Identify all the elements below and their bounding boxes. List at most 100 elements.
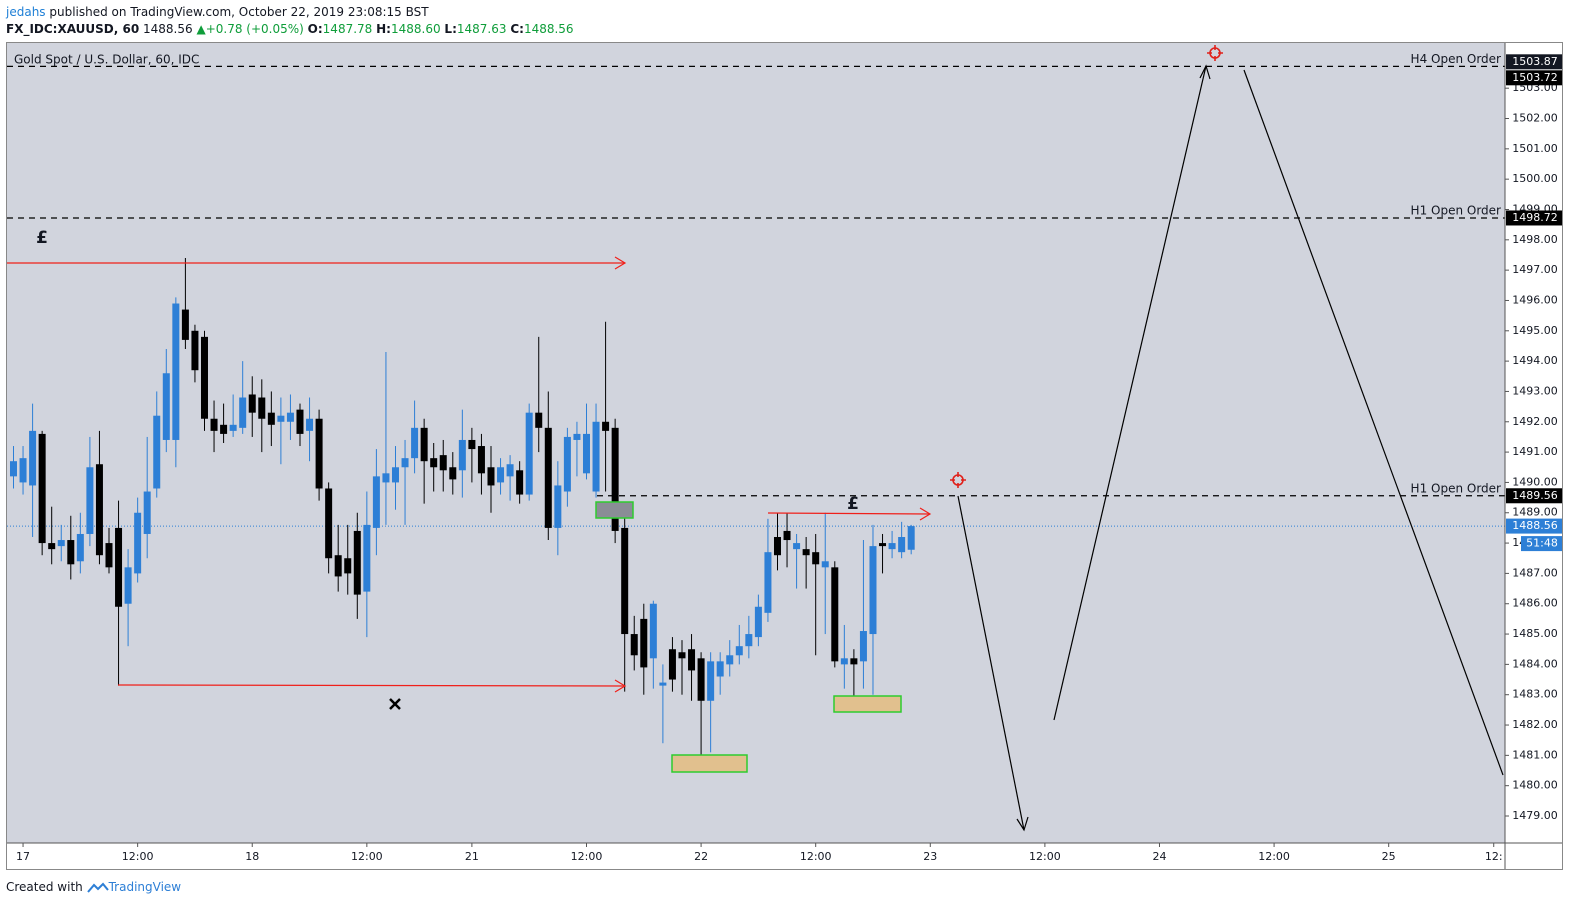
x-tick-label: 12:00	[1029, 850, 1061, 863]
candle-body	[563, 436, 571, 492]
candle-body	[783, 530, 791, 541]
y-tick-label: 1496.00	[1512, 293, 1558, 306]
change: +0.78 (+0.05%)	[205, 22, 304, 36]
candle-body	[802, 549, 810, 556]
candle-body	[306, 418, 314, 431]
candle-body	[850, 658, 858, 665]
countdown-box	[1521, 536, 1563, 552]
y-tick-label: 1502.00	[1512, 112, 1558, 125]
candle-body	[210, 418, 218, 431]
red-arrow	[117, 684, 626, 687]
x-tick-label: 24	[1152, 850, 1166, 863]
chart-title: Gold Spot / U.S. Dollar, 60, IDC	[14, 53, 199, 67]
y-tick-label: 1482.00	[1512, 718, 1558, 731]
brand[interactable]: TradingView	[108, 880, 182, 894]
last-price-label-box	[1506, 518, 1563, 534]
arrow-head	[614, 679, 627, 693]
frame	[6, 42, 1563, 870]
candle-body	[401, 458, 409, 468]
candle-body	[611, 427, 619, 531]
candle-body	[497, 467, 505, 483]
x-tick-label: 12:00	[571, 850, 603, 863]
y-tick-label: 1490.00	[1512, 475, 1558, 488]
candle-body	[153, 415, 161, 489]
candle-body	[525, 412, 533, 495]
x-tick-label: 23	[923, 850, 937, 863]
candle-body	[353, 530, 361, 595]
candle-body	[726, 655, 734, 665]
candle-body	[573, 433, 581, 440]
candle-body	[745, 634, 753, 647]
candle-body	[535, 412, 543, 428]
h: 1488.60	[390, 22, 441, 36]
target-icon	[1207, 45, 1223, 61]
candle-body	[621, 527, 629, 635]
y-tick-label: 1487.00	[1512, 566, 1558, 579]
candle-body	[239, 397, 247, 428]
h-label: H:	[376, 22, 391, 36]
candle-body	[898, 537, 906, 553]
candle-body	[258, 397, 266, 419]
candle-body	[859, 631, 867, 662]
c-label: C:	[510, 22, 524, 36]
candle-body	[707, 661, 715, 701]
candle-body	[516, 470, 524, 495]
l-label: L:	[444, 22, 457, 36]
red-arrow	[767, 512, 931, 515]
x-tick-label: 17	[16, 850, 30, 863]
candle-body	[95, 464, 103, 556]
zone-box	[595, 501, 634, 519]
candle-body	[76, 533, 84, 562]
y-tick-label: 1493.00	[1512, 384, 1558, 397]
published: published on TradingView.com, October 22…	[49, 5, 429, 19]
y-tick-label: 1497.00	[1512, 263, 1558, 276]
level-price-label: 1503.72	[1512, 71, 1558, 84]
zone-box	[833, 695, 902, 713]
logo	[86, 882, 109, 893]
candle-body	[325, 488, 333, 559]
symbol: FX_IDC:XAUUSD, 60	[6, 22, 140, 36]
candle-body	[220, 424, 228, 434]
candle-body	[840, 658, 848, 665]
candle-body	[391, 467, 399, 483]
candle-body	[38, 433, 46, 544]
candle-body	[315, 418, 323, 489]
arrow-head	[919, 507, 932, 521]
y-tick-label: 1479.00	[1512, 809, 1558, 822]
candle-body	[793, 543, 801, 550]
arrow-head	[1199, 64, 1211, 80]
candle-body	[430, 458, 438, 468]
candle-body	[506, 464, 514, 477]
candle-body	[659, 682, 667, 686]
drawings: £ £	[7, 45, 1504, 832]
candle-body	[688, 649, 696, 671]
annotation: £	[36, 228, 48, 248]
candle-body	[649, 603, 657, 659]
y-tick-label: 1498.00	[1512, 233, 1558, 246]
y-tick-label: 1501.00	[1512, 142, 1558, 155]
candle-body	[602, 421, 610, 431]
o: 1487.78	[322, 22, 373, 36]
level-label: H4 Open Order	[1411, 52, 1502, 66]
candle-body	[29, 430, 37, 486]
candle-body	[344, 558, 352, 574]
footer: Created with TradingView	[6, 880, 181, 894]
candle-body	[879, 543, 887, 547]
candle-body	[764, 552, 772, 613]
y-tick-label: 1484.00	[1512, 657, 1558, 670]
user[interactable]: jedahs	[6, 5, 46, 19]
candle-body	[19, 458, 27, 483]
l: 1487.63	[456, 22, 507, 36]
candle-body	[668, 649, 676, 680]
candle-body	[162, 373, 170, 440]
candle-body	[697, 658, 705, 701]
level-label: H1 Open Order	[1411, 481, 1502, 495]
projection-line	[1053, 65, 1207, 721]
candle-body	[172, 303, 180, 440]
candle-body	[592, 421, 600, 492]
x-tick-label: 21	[465, 850, 479, 863]
candle-body	[458, 439, 466, 471]
x-tick-label: 12:00	[800, 850, 832, 863]
marker-price-label-box	[1506, 54, 1563, 70]
candle-body	[124, 567, 132, 604]
